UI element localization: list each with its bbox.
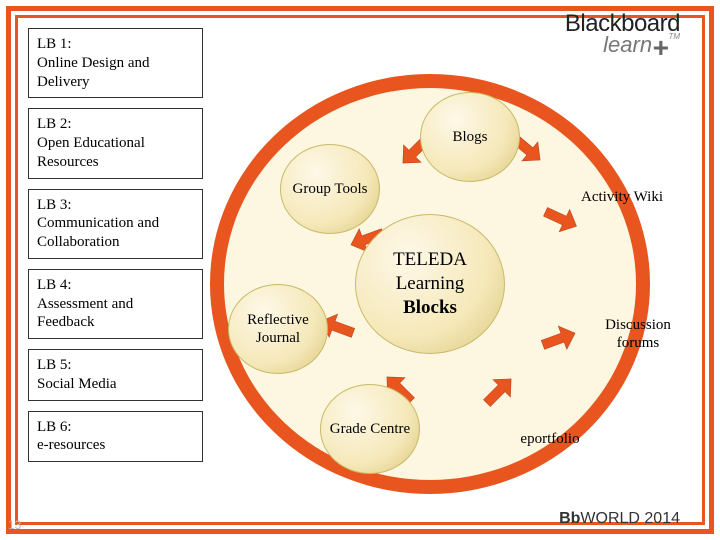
page-number: 13 [8, 518, 21, 532]
node-activity: Activity Wiki [572, 152, 672, 242]
learning-block-lb4: LB 4:Assessment and Feedback [28, 269, 203, 339]
node-grade: Grade Centre [320, 384, 420, 474]
node-blogs: Blogs [420, 92, 520, 182]
learning-block-lb3: LB 3:Communication and Collaboration [28, 189, 203, 259]
learning-blocks-list: LB 1:Online Design and Delivery LB 2:Open… [28, 28, 203, 462]
node-reflective: Reflective Journal [228, 284, 328, 374]
learning-block-lb2: LB 2:Open Educational Resources [28, 108, 203, 178]
node-discussion: Discussion forums [588, 289, 688, 379]
node-group: Group Tools [280, 144, 380, 234]
learning-block-lb1: LB 1:Online Design and Delivery [28, 28, 203, 98]
blackboard-logo: Blackboard learn+TM [565, 10, 680, 64]
footer-logo: BbWORLD 2014 [559, 510, 680, 528]
teleda-diagram: Blogs Group Tools Activity Wiki Reflective … [210, 74, 690, 494]
center-text: TELEDA Learning Blocks [393, 248, 467, 319]
learning-block-lb5: LB 5:Social Media [28, 349, 203, 401]
learning-block-lb6: LB 6:e-resources [28, 411, 203, 463]
center-circle: TELEDA Learning Blocks [355, 214, 505, 354]
node-eportfolio: eportfolio [500, 394, 600, 484]
